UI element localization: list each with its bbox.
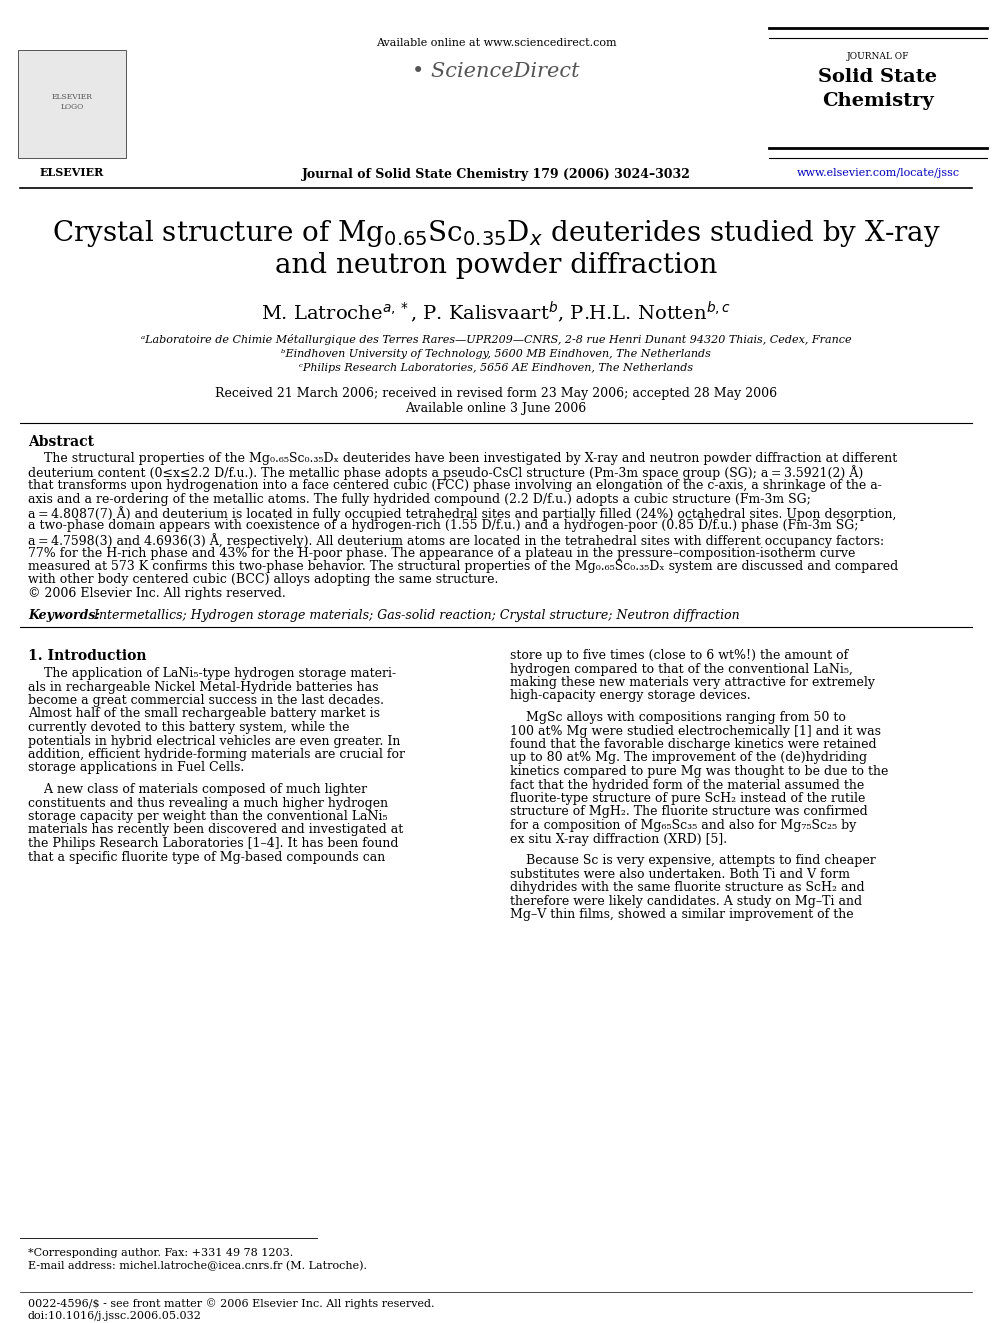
Text: Mg–V thin films, showed a similar improvement of the: Mg–V thin films, showed a similar improv… bbox=[510, 908, 854, 921]
Text: a two-phase domain appears with coexistence of a hydrogen-rich (1.55 D/f.u.) and: a two-phase domain appears with coexiste… bbox=[28, 520, 858, 532]
Text: 1. Introduction: 1. Introduction bbox=[28, 650, 147, 663]
Text: A new class of materials composed of much lighter: A new class of materials composed of muc… bbox=[28, 783, 367, 796]
Text: constituents and thus revealing a much higher hydrogen: constituents and thus revealing a much h… bbox=[28, 796, 388, 810]
Text: a = 4.8087(7) Å) and deuterium is located in fully occupied tetrahedral sites an: a = 4.8087(7) Å) and deuterium is locate… bbox=[28, 505, 897, 521]
Text: www.elsevier.com/locate/jssc: www.elsevier.com/locate/jssc bbox=[797, 168, 959, 179]
Text: materials has recently been discovered and investigated at: materials has recently been discovered a… bbox=[28, 823, 404, 836]
Text: substitutes were also undertaken. Both Ti and V form: substitutes were also undertaken. Both T… bbox=[510, 868, 850, 881]
Text: ᵇEindhoven University of Technology, 5600 MB Eindhoven, The Netherlands: ᵇEindhoven University of Technology, 560… bbox=[281, 349, 711, 359]
Text: ELSEVIER: ELSEVIER bbox=[40, 167, 104, 179]
Text: © 2006 Elsevier Inc. All rights reserved.: © 2006 Elsevier Inc. All rights reserved… bbox=[28, 587, 286, 601]
Text: fact that the hydrided form of the material assumed the: fact that the hydrided form of the mater… bbox=[510, 778, 864, 791]
Text: E-mail address: michel.latroche@icea.cnrs.fr (M. Latroche).: E-mail address: michel.latroche@icea.cnr… bbox=[28, 1261, 367, 1271]
Text: Available online 3 June 2006: Available online 3 June 2006 bbox=[406, 402, 586, 415]
Text: a = 4.7598(3) and 4.6936(3) Å, respectively). All deuterium atoms are located in: a = 4.7598(3) and 4.6936(3) Å, respectiv… bbox=[28, 533, 884, 548]
Text: that a specific fluorite type of Mg-based compounds can: that a specific fluorite type of Mg-base… bbox=[28, 851, 385, 864]
Text: structure of MgH₂. The fluorite structure was confirmed: structure of MgH₂. The fluorite structur… bbox=[510, 806, 868, 819]
Text: and neutron powder diffraction: and neutron powder diffraction bbox=[275, 251, 717, 279]
Text: doi:10.1016/j.jssc.2006.05.032: doi:10.1016/j.jssc.2006.05.032 bbox=[28, 1311, 202, 1320]
Text: hydrogen compared to that of the conventional LaNi₅,: hydrogen compared to that of the convent… bbox=[510, 663, 853, 676]
Text: The application of LaNi₅-type hydrogen storage materi-: The application of LaNi₅-type hydrogen s… bbox=[28, 667, 396, 680]
Text: addition, efficient hydride-forming materials are crucial for: addition, efficient hydride-forming mate… bbox=[28, 747, 405, 761]
Text: ᶜPhilips Research Laboratories, 5656 AE Eindhoven, The Netherlands: ᶜPhilips Research Laboratories, 5656 AE … bbox=[299, 363, 693, 373]
Text: ᵃLaboratoire de Chimie Métallurgique des Terres Rares—UPR209—CNRS, 2-8 rue Henri: ᵃLaboratoire de Chimie Métallurgique des… bbox=[141, 333, 851, 345]
Text: Journal of Solid State Chemistry 179 (2006) 3024–3032: Journal of Solid State Chemistry 179 (20… bbox=[302, 168, 690, 181]
Text: with other body centered cubic (BCC) alloys adopting the same structure.: with other body centered cubic (BCC) all… bbox=[28, 573, 498, 586]
Text: up to 80 at% Mg. The improvement of the (de)hydriding: up to 80 at% Mg. The improvement of the … bbox=[510, 751, 867, 765]
Text: axis and a re-ordering of the metallic atoms. The fully hydrided compound (2.2 D: axis and a re-ordering of the metallic a… bbox=[28, 492, 810, 505]
Text: the Philips Research Laboratories [1–4]. It has been found: the Philips Research Laboratories [1–4].… bbox=[28, 837, 399, 849]
Text: found that the favorable discharge kinetics were retained: found that the favorable discharge kinet… bbox=[510, 738, 877, 751]
Text: MgSc alloys with compositions ranging from 50 to: MgSc alloys with compositions ranging fr… bbox=[510, 710, 846, 724]
Text: for a composition of Mg₆₅Sc₃₅ and also for Mg₇₅Sc₂₅ by: for a composition of Mg₆₅Sc₃₅ and also f… bbox=[510, 819, 856, 832]
Text: deuterium content (0≤x≤2.2 D/f.u.). The metallic phase adopts a pseudo-CsCl stru: deuterium content (0≤x≤2.2 D/f.u.). The … bbox=[28, 466, 863, 480]
Text: fluorite-type structure of pure ScH₂ instead of the rutile: fluorite-type structure of pure ScH₂ ins… bbox=[510, 792, 865, 804]
Text: M. Latroche$^{a,*}$, P. Kalisvaart$^{b}$, P.H.L. Notten$^{b,c}$: M. Latroche$^{a,*}$, P. Kalisvaart$^{b}$… bbox=[261, 300, 731, 325]
Text: Because Sc is very expensive, attempts to find cheaper: Because Sc is very expensive, attempts t… bbox=[510, 855, 876, 867]
Text: JOURNAL OF: JOURNAL OF bbox=[847, 52, 910, 61]
Text: dihydrides with the same fluorite structure as ScH₂ and: dihydrides with the same fluorite struct… bbox=[510, 881, 865, 894]
Text: making these new materials very attractive for extremely: making these new materials very attracti… bbox=[510, 676, 875, 689]
Text: high-capacity energy storage devices.: high-capacity energy storage devices. bbox=[510, 689, 751, 703]
Bar bbox=[18, 50, 126, 157]
Text: Intermetallics; Hydrogen storage materials; Gas-solid reaction; Crystal structur: Intermetallics; Hydrogen storage materia… bbox=[90, 609, 740, 622]
Text: 0022-4596/$ - see front matter © 2006 Elsevier Inc. All rights reserved.: 0022-4596/$ - see front matter © 2006 El… bbox=[28, 1298, 434, 1308]
Text: Almost half of the small rechargeable battery market is: Almost half of the small rechargeable ba… bbox=[28, 708, 380, 721]
Text: that transforms upon hydrogenation into a face centered cubic (FCC) phase involv: that transforms upon hydrogenation into … bbox=[28, 479, 882, 492]
Text: ex situ X-ray diffraction (XRD) [5].: ex situ X-ray diffraction (XRD) [5]. bbox=[510, 832, 727, 845]
Text: als in rechargeable Nickel Metal-Hydride batteries has: als in rechargeable Nickel Metal-Hydride… bbox=[28, 680, 379, 693]
Text: store up to five times (close to 6 wt%!) the amount of: store up to five times (close to 6 wt%!)… bbox=[510, 650, 848, 662]
Text: • ScienceDirect: • ScienceDirect bbox=[413, 62, 579, 81]
Text: The structural properties of the Mg₀.₆₅Sc₀.₃₅Dₓ deuterides have been investigate: The structural properties of the Mg₀.₆₅S… bbox=[28, 452, 897, 464]
Text: Chemistry: Chemistry bbox=[822, 93, 933, 110]
Text: storage applications in Fuel Cells.: storage applications in Fuel Cells. bbox=[28, 762, 244, 774]
Text: Crystal structure of Mg$_{0.65}$Sc$_{0.35}$D$_x$ deuterides studied by X-ray: Crystal structure of Mg$_{0.65}$Sc$_{0.3… bbox=[52, 218, 940, 249]
Text: 100 at% Mg were studied electrochemically [1] and it was: 100 at% Mg were studied electrochemicall… bbox=[510, 725, 881, 737]
Text: Available online at www.sciencedirect.com: Available online at www.sciencedirect.co… bbox=[376, 38, 616, 48]
Text: potentials in hybrid electrical vehicles are even greater. In: potentials in hybrid electrical vehicles… bbox=[28, 734, 401, 747]
Text: Keywords:: Keywords: bbox=[28, 609, 100, 622]
Text: Received 21 March 2006; received in revised form 23 May 2006; accepted 28 May 20: Received 21 March 2006; received in revi… bbox=[215, 388, 777, 400]
Text: therefore were likely candidates. A study on Mg–Ti and: therefore were likely candidates. A stud… bbox=[510, 894, 862, 908]
Text: kinetics compared to pure Mg was thought to be due to the: kinetics compared to pure Mg was thought… bbox=[510, 765, 889, 778]
Text: Abstract: Abstract bbox=[28, 435, 94, 448]
Text: *Corresponding author. Fax: +331 49 78 1203.: *Corresponding author. Fax: +331 49 78 1… bbox=[28, 1248, 294, 1258]
Text: currently devoted to this battery system, while the: currently devoted to this battery system… bbox=[28, 721, 349, 734]
Text: Solid State: Solid State bbox=[818, 67, 937, 86]
Text: storage capacity per weight than the conventional LaNi₅: storage capacity per weight than the con… bbox=[28, 810, 388, 823]
Text: measured at 573 K confirms this two-phase behavior. The structural properties of: measured at 573 K confirms this two-phas… bbox=[28, 560, 898, 573]
Text: become a great commercial success in the last decades.: become a great commercial success in the… bbox=[28, 695, 384, 706]
Text: 77% for the H-rich phase and 43% for the H-poor phase. The appearance of a plate: 77% for the H-rich phase and 43% for the… bbox=[28, 546, 855, 560]
Text: ELSEVIER
LOGO: ELSEVIER LOGO bbox=[52, 93, 92, 111]
